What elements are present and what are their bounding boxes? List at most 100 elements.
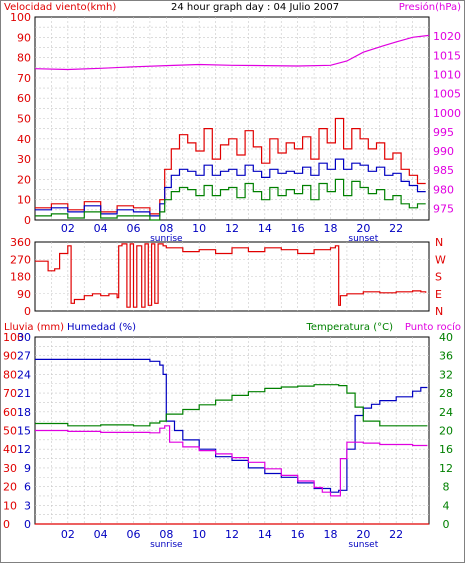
y-tick-label: 28 bbox=[439, 387, 453, 400]
y-tick-label: 32 bbox=[439, 368, 453, 381]
y-tick-label: 30 bbox=[17, 153, 31, 166]
x-tick-label: 04 bbox=[94, 222, 108, 235]
y-tick-label: 8 bbox=[443, 481, 450, 494]
y-tick-label: 90 bbox=[17, 31, 31, 44]
sunset-label: sunset bbox=[348, 234, 378, 244]
y-tick-label: 270 bbox=[10, 253, 31, 266]
y-tick-label: 30 bbox=[17, 331, 31, 344]
series-line-min bbox=[35, 178, 426, 221]
y-tick-label: 0 bbox=[24, 214, 31, 227]
temperature-axis-label: Temperatura (°C) bbox=[305, 322, 393, 333]
y-tick-label: 80 bbox=[3, 368, 17, 381]
y-tick-label: 40 bbox=[17, 133, 31, 146]
series-line-temperature bbox=[35, 384, 428, 427]
y-tick-label: 24 bbox=[439, 406, 453, 419]
y-tick-label: 1015 bbox=[433, 49, 461, 62]
y-tick-label: 9 bbox=[24, 462, 31, 475]
rain-ticks: 0 10 20 30 40 50 60 70 80 90 100 bbox=[3, 331, 24, 531]
humidity-ticks: 0 3 6 9 12 15 18 21 24 27 30 bbox=[17, 331, 31, 531]
y-tick-label: S bbox=[435, 271, 442, 284]
y-tick-label: 980 bbox=[433, 183, 454, 196]
x-tick-label: 08 bbox=[159, 222, 173, 235]
dewpoint-axis-label: Punto rocío bbox=[405, 321, 461, 333]
x-tick-label: 20 bbox=[356, 528, 370, 541]
y-tick-label: E bbox=[435, 288, 442, 301]
y-tick-label: 21 bbox=[17, 387, 31, 400]
pressure-axis-label: Presión(hPa) bbox=[399, 1, 461, 13]
series-line-dewpoint bbox=[35, 425, 428, 497]
x-tick-label: 12 bbox=[225, 528, 239, 541]
climate-hour-ticks: 02 04 06 08 10 12 14 16 18 20 22 sunrise sunset bbox=[61, 528, 403, 550]
x-tick-label: 10 bbox=[192, 222, 206, 235]
y-tick-label: N bbox=[435, 236, 443, 249]
y-tick-label: 100 bbox=[10, 11, 31, 24]
wind-axis-label: Velocidad viento(kmh) bbox=[4, 2, 116, 13]
y-tick-label: 40 bbox=[3, 443, 17, 456]
x-tick-label: 16 bbox=[291, 222, 305, 235]
x-tick-label: 04 bbox=[94, 528, 108, 541]
x-tick-label: 10 bbox=[192, 528, 206, 541]
series-line-pressure bbox=[34, 34, 430, 71]
series-line-direction bbox=[35, 243, 427, 308]
x-tick-label: 02 bbox=[61, 528, 75, 541]
x-tick-label: 16 bbox=[291, 528, 305, 541]
y-tick-label: 360 bbox=[10, 236, 31, 249]
y-tick-label: W bbox=[435, 253, 446, 266]
x-tick-label: 18 bbox=[324, 528, 338, 541]
y-tick-label: N bbox=[435, 305, 443, 318]
wind-series bbox=[34, 34, 430, 221]
x-tick-label: 22 bbox=[389, 528, 403, 541]
x-tick-label: 20 bbox=[356, 222, 370, 235]
direction-grid bbox=[35, 242, 429, 311]
y-tick-label: 10 bbox=[17, 194, 31, 207]
sunset-label: sunset bbox=[348, 540, 378, 550]
y-tick-label: 985 bbox=[433, 164, 454, 177]
y-tick-label: 16 bbox=[439, 443, 453, 456]
y-tick-label: 40 bbox=[439, 331, 453, 344]
direction-degree-ticks: 0 90 180 270 360 bbox=[10, 236, 31, 318]
y-tick-label: 20 bbox=[17, 173, 31, 186]
series-line-average bbox=[35, 158, 426, 217]
y-tick-label: 36 bbox=[439, 350, 453, 363]
y-tick-label: 70 bbox=[3, 387, 17, 400]
wind-hour-ticks: 02 04 06 08 10 12 14 16 18 20 22 sunrise sunset bbox=[61, 222, 403, 244]
direction-series bbox=[35, 243, 427, 308]
x-tick-label: 14 bbox=[258, 222, 272, 235]
y-tick-label: 15 bbox=[17, 425, 31, 438]
x-tick-label: 12 bbox=[225, 222, 239, 235]
y-tick-label: 4 bbox=[443, 499, 450, 512]
series-line-gust bbox=[35, 117, 426, 215]
x-tick-label: 02 bbox=[61, 222, 75, 235]
y-tick-label: 12 bbox=[17, 443, 31, 456]
x-tick-label: 14 bbox=[258, 528, 272, 541]
y-tick-label: 0 bbox=[3, 518, 10, 531]
y-tick-label: 90 bbox=[17, 288, 31, 301]
y-tick-label: 20 bbox=[3, 481, 17, 494]
graph-title: 24 hour graph day : 04 Julio 2007 bbox=[171, 2, 339, 13]
y-tick-label: 24 bbox=[17, 368, 31, 381]
y-tick-label: 180 bbox=[10, 271, 31, 284]
x-tick-label: 08 bbox=[159, 528, 173, 541]
y-tick-label: 50 bbox=[17, 113, 31, 126]
y-tick-label: 27 bbox=[17, 350, 31, 363]
y-tick-label: 1000 bbox=[433, 107, 461, 120]
y-tick-label: 90 bbox=[3, 350, 17, 363]
sunrise-label: sunrise bbox=[150, 540, 183, 550]
pressure-ticks: 975 980 985 990 995 1000 1005 1010 1015 1020 bbox=[433, 30, 461, 215]
y-tick-label: 990 bbox=[433, 145, 454, 158]
y-tick-label: 80 bbox=[17, 52, 31, 65]
wind-grid bbox=[35, 17, 429, 220]
y-tick-label: 100 bbox=[3, 331, 24, 344]
y-tick-label: 20 bbox=[439, 425, 453, 438]
climate-series bbox=[35, 358, 429, 525]
y-tick-label: 60 bbox=[17, 92, 31, 105]
y-tick-label: 1020 bbox=[433, 30, 461, 43]
temperature-ticks: 0 4 8 12 16 20 24 28 32 36 40 bbox=[439, 331, 453, 531]
wind-speed-ticks: 0 10 20 30 40 50 60 70 80 90 100 bbox=[10, 11, 31, 227]
y-tick-label: 995 bbox=[433, 126, 454, 139]
sunrise-label: sunrise bbox=[150, 234, 183, 244]
y-tick-label: 6 bbox=[24, 481, 31, 494]
